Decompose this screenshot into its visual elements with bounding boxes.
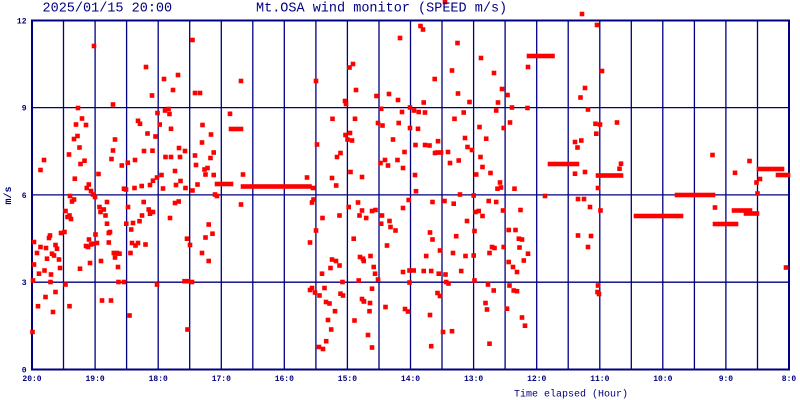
svg-text:9: 9 xyxy=(22,105,27,114)
svg-text:20:0: 20:0 xyxy=(22,375,41,384)
svg-text:6: 6 xyxy=(22,192,27,201)
svg-text:9:0: 9:0 xyxy=(719,375,734,384)
svg-text:m/s: m/s xyxy=(3,186,15,204)
svg-text:10:0: 10:0 xyxy=(653,375,672,384)
svg-text:12: 12 xyxy=(17,17,27,26)
svg-text:2025/01/15 20:00: 2025/01/15 20:00 xyxy=(43,2,173,17)
svg-text:13:0: 13:0 xyxy=(464,375,483,384)
svg-text:19:0: 19:0 xyxy=(85,375,104,384)
svg-text:11:0: 11:0 xyxy=(590,375,609,384)
svg-text:18:0: 18:0 xyxy=(149,375,168,384)
svg-text:0: 0 xyxy=(22,366,27,375)
svg-text:Time elapsed (Hour): Time elapsed (Hour) xyxy=(514,389,628,400)
svg-text:3: 3 xyxy=(22,279,27,288)
svg-text:16:0: 16:0 xyxy=(275,375,294,384)
svg-text:14:0: 14:0 xyxy=(401,375,420,384)
svg-text:12:0: 12:0 xyxy=(527,375,546,384)
svg-text:8:0: 8:0 xyxy=(782,375,797,384)
svg-text:17:0: 17:0 xyxy=(212,375,231,384)
svg-text:Mt.OSA wind monitor (SPEED m/s: Mt.OSA wind monitor (SPEED m/s) xyxy=(256,2,507,17)
svg-text:15:0: 15:0 xyxy=(338,375,357,384)
